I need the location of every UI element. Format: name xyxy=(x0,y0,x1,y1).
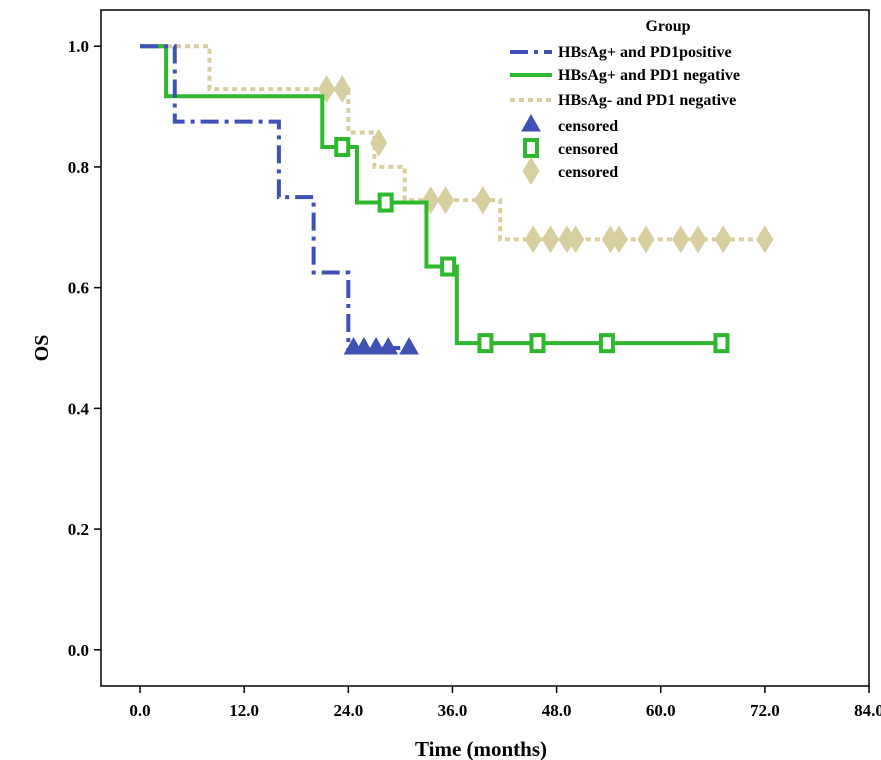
legend-label: HBsAg+ and PD1positive xyxy=(558,44,732,61)
censor-mark xyxy=(378,336,399,355)
legend-label: censored xyxy=(558,141,618,158)
censor-mark xyxy=(714,225,732,254)
x-tick-label: 60.0 xyxy=(646,701,676,720)
censor-mark xyxy=(598,333,615,354)
x-tick-label: 12.0 xyxy=(229,701,259,720)
legend-title: Group xyxy=(645,18,690,35)
legend-label: HBsAg- and PD1 negative xyxy=(558,92,736,109)
y-tick-label: 0.8 xyxy=(68,158,89,177)
censor-mark xyxy=(610,225,628,254)
censor-mark xyxy=(366,336,386,355)
y-axis: 0.0 0.2 0.4 0.6 0.8 1.0 xyxy=(68,37,101,660)
legend: Group HBsAg+ and PD1positive HBsAg+ and PD… xyxy=(510,18,740,185)
x-axis-label: Time (months) xyxy=(415,737,547,760)
y-axis-label: OS xyxy=(31,335,53,362)
plot-frame xyxy=(100,9,870,687)
y-tick-label: 1.0 xyxy=(68,37,89,56)
series-line xyxy=(140,44,765,242)
series-layer xyxy=(140,44,774,355)
censor-mark xyxy=(333,75,351,104)
series-0 xyxy=(140,44,419,355)
legend-marker xyxy=(522,157,540,185)
legend-label: censored xyxy=(558,164,618,181)
x-tick-label: 72.0 xyxy=(750,701,780,720)
censor-mark xyxy=(637,225,655,254)
censor-mark xyxy=(436,186,455,215)
legend-marker xyxy=(521,113,541,132)
censor-mark xyxy=(474,186,492,215)
y-tick-label: 0.4 xyxy=(68,399,90,418)
censor-mark xyxy=(354,336,374,355)
censor-mark xyxy=(672,225,690,254)
y-tick-label: 0.0 xyxy=(68,641,89,660)
censor-mark xyxy=(399,336,419,355)
x-tick-label: 84.0 xyxy=(854,701,881,720)
censor-mark xyxy=(713,333,730,354)
censor-mark xyxy=(756,225,774,254)
legend-label: HBsAg+ and PD1 negative xyxy=(558,67,740,84)
censor-mark xyxy=(524,225,542,254)
x-tick-label: 36.0 xyxy=(438,701,468,720)
legend-marker xyxy=(523,138,539,158)
censor-mark xyxy=(529,333,546,354)
y-tick-label: 0.2 xyxy=(68,520,89,539)
censor-mark xyxy=(477,333,494,354)
censor-mark xyxy=(377,192,394,213)
series-line xyxy=(140,44,410,350)
x-tick-label: 24.0 xyxy=(333,701,363,720)
censor-mark xyxy=(440,256,457,277)
censor-mark xyxy=(689,225,707,254)
x-tick-label: 0.0 xyxy=(129,701,150,720)
x-axis: 0.0 12.0 24.0 36.0 48.0 60.0 72.0 84.0 xyxy=(129,686,881,720)
series-1 xyxy=(140,44,730,354)
censor-mark xyxy=(541,225,560,254)
x-tick-label: 48.0 xyxy=(542,701,572,720)
y-tick-label: 0.6 xyxy=(68,279,89,298)
legend-label: censored xyxy=(558,118,618,135)
censor-mark xyxy=(334,137,351,158)
series-line xyxy=(140,44,722,346)
censor-mark xyxy=(370,128,388,157)
censor-mark xyxy=(567,225,585,254)
series-2 xyxy=(140,44,774,254)
